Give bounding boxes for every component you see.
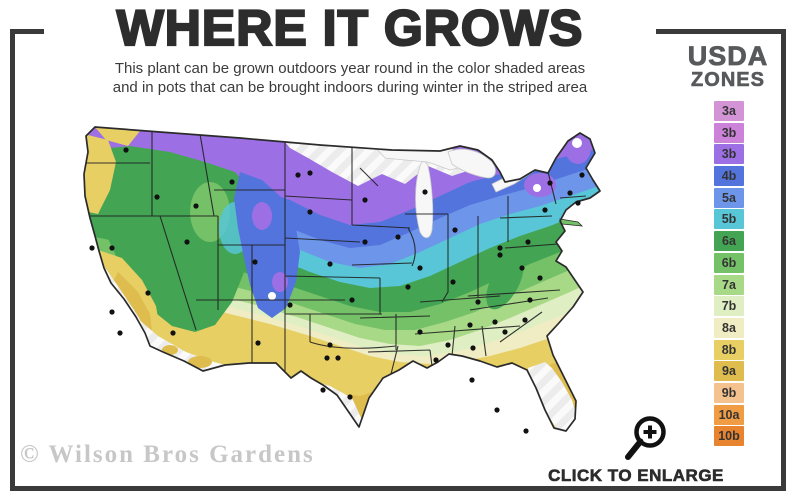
subtitle-line2: and in pots that can be brought indoors … [112,78,588,96]
page-title: WHERE IT GROWS [44,0,656,57]
subtitle-line1: This plant can be grown outdoors year ro… [114,60,586,77]
legend-zone-3b: 3b [714,122,744,143]
click-to-enlarge[interactable]: CLICK TO ENLARGE [540,412,732,488]
legend-title: USDA ZONES [676,41,780,92]
watermark: © Wilson Bros Gardens [20,441,315,468]
legend-title-zones: ZONES [691,69,765,92]
legend-zone-6a: 6a [714,231,744,252]
legend-title-usda: USDA [687,41,769,71]
us-outline [83,126,601,432]
legend-zone-3b-2: 3b [714,144,744,165]
legend-zone-5a: 5a [714,187,744,208]
magnifier-plus-icon [625,416,666,460]
usda-zones-legend: 3a 3b 3b 4b 5a 5b 6a 6b 7a 7b 8a 8b 9a 9… [714,101,744,448]
legend-zone-5b: 5b [714,209,744,230]
legend-zone-8a: 8a [714,317,744,338]
legend-zone-4b: 4b [714,166,744,187]
legend-zone-9b: 9b [714,382,744,403]
state-borders [85,130,587,379]
subtitle: This plant can be grown outdoors year ro… [40,60,660,98]
legend-zone-10b: 10b [714,426,744,447]
legend-zone-7a: 7a [714,274,744,295]
legend-zone-7b: 7b [714,296,744,317]
cta-label: CLICK TO ENLARGE [548,466,724,486]
legend-zone-6b: 6b [714,252,744,273]
city-dots [89,147,585,434]
legend-zone-8b: 8b [714,339,744,360]
legend-zone-9a: 9a [714,361,744,382]
legend-zone-3a: 3a [714,101,744,121]
legend-zone-10a: 10a [714,404,744,425]
